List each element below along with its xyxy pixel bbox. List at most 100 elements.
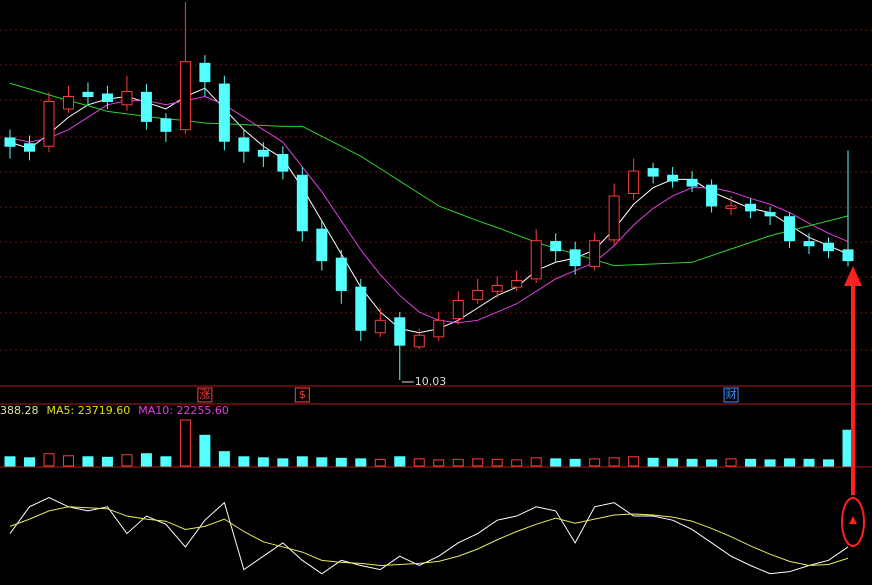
candle-body [491, 285, 503, 292]
volume-header: MA10: 22255.60 [138, 404, 229, 417]
candle-body [179, 61, 191, 131]
volume-bar [491, 458, 503, 467]
volume-bar [257, 457, 269, 467]
volume-bar [647, 457, 659, 467]
volume-bar [277, 458, 289, 467]
indicator-line [9, 496, 849, 575]
candle-body [238, 137, 250, 152]
candle-body [686, 178, 698, 187]
volume-bar [160, 456, 172, 467]
volume-bar [121, 454, 133, 467]
volume-bar [179, 419, 191, 467]
candle-body [101, 93, 113, 102]
volume-header: 388.28 [0, 404, 39, 417]
volume-bar [803, 458, 815, 467]
candle-body [745, 203, 757, 212]
annotation-arrow [841, 266, 865, 547]
volume-bar [101, 456, 113, 467]
volume-bar [686, 458, 698, 467]
candle-body [823, 242, 835, 252]
candle-body [277, 154, 289, 172]
candle-body [218, 83, 230, 142]
volume-bar [628, 456, 640, 467]
candle-body [608, 195, 620, 241]
volume-bar [569, 458, 581, 467]
candle-body [647, 168, 659, 177]
volume-bar [706, 459, 718, 467]
volume-bar [296, 456, 308, 467]
candle-body [842, 249, 854, 262]
candle-body [725, 205, 737, 209]
marker-label: $ [299, 388, 306, 401]
volume-bar [335, 457, 347, 467]
marker-box [197, 387, 213, 403]
volume-bar [413, 458, 425, 467]
candle-body [569, 249, 581, 267]
candle-body [394, 317, 406, 346]
volume-bar [43, 453, 55, 467]
volume-bar [589, 458, 601, 467]
marker-box [294, 387, 310, 403]
candle-body [140, 91, 152, 122]
candle-body [43, 100, 55, 147]
volume-bar [433, 459, 445, 467]
volume-bar [82, 456, 94, 467]
candle-body [160, 118, 172, 132]
marker-box [723, 387, 739, 403]
volume-bar [62, 455, 74, 467]
candle-body [452, 299, 464, 320]
candle-body [199, 62, 211, 83]
candle-body [589, 240, 601, 267]
candle-body [667, 174, 679, 182]
candle-body [335, 257, 347, 291]
volume-bar [218, 451, 230, 467]
candle-body [706, 184, 718, 207]
candle-body [82, 91, 94, 97]
candle-body [4, 137, 16, 147]
candle-body [413, 334, 425, 348]
candle-body [121, 91, 133, 106]
volume-bar [823, 459, 835, 467]
candle-body [764, 212, 776, 217]
volume-bar [511, 459, 523, 467]
low-label: 10.03 [415, 375, 447, 388]
volume-bar [725, 458, 737, 467]
volume-bar [355, 458, 367, 467]
ma-line [9, 95, 849, 324]
volume-bar [472, 458, 484, 467]
volume-bar [550, 458, 562, 467]
ma-line [9, 87, 849, 334]
volume-bar [140, 453, 152, 467]
candle-body [62, 96, 74, 110]
volume-bar [238, 456, 250, 467]
volume-bar [784, 458, 796, 467]
candle-body [257, 149, 269, 157]
volume-bar [452, 458, 464, 467]
volume-bar [667, 458, 679, 467]
candle-body [296, 174, 308, 232]
candle-body [472, 289, 484, 301]
indicator-line [9, 506, 849, 566]
marker-label: 财 [726, 387, 737, 401]
candle-body [23, 143, 35, 152]
volume-header: MA5: 23719.60 [47, 404, 131, 417]
volume-bar [764, 459, 776, 467]
candle-body [784, 216, 796, 242]
candle-body [628, 170, 640, 194]
volume-bar [374, 458, 386, 467]
ma-line [9, 82, 849, 267]
candle-body [374, 319, 386, 334]
volume-bar [530, 457, 542, 467]
marker-label: 涨 [199, 388, 210, 401]
candle-body [316, 228, 328, 262]
volume-bar [4, 456, 16, 467]
candle-body [803, 241, 815, 247]
volume-bar [394, 456, 406, 467]
plot-layer: 10.03 涨 $ 财 388.28 MA5: 23719.60 MA10: 22255.6… [0, 2, 854, 575]
volume-bar [199, 434, 211, 467]
grid [0, 29, 872, 351]
volume-bar [745, 458, 757, 467]
candle-body [550, 241, 562, 252]
volume-bar [608, 457, 620, 467]
